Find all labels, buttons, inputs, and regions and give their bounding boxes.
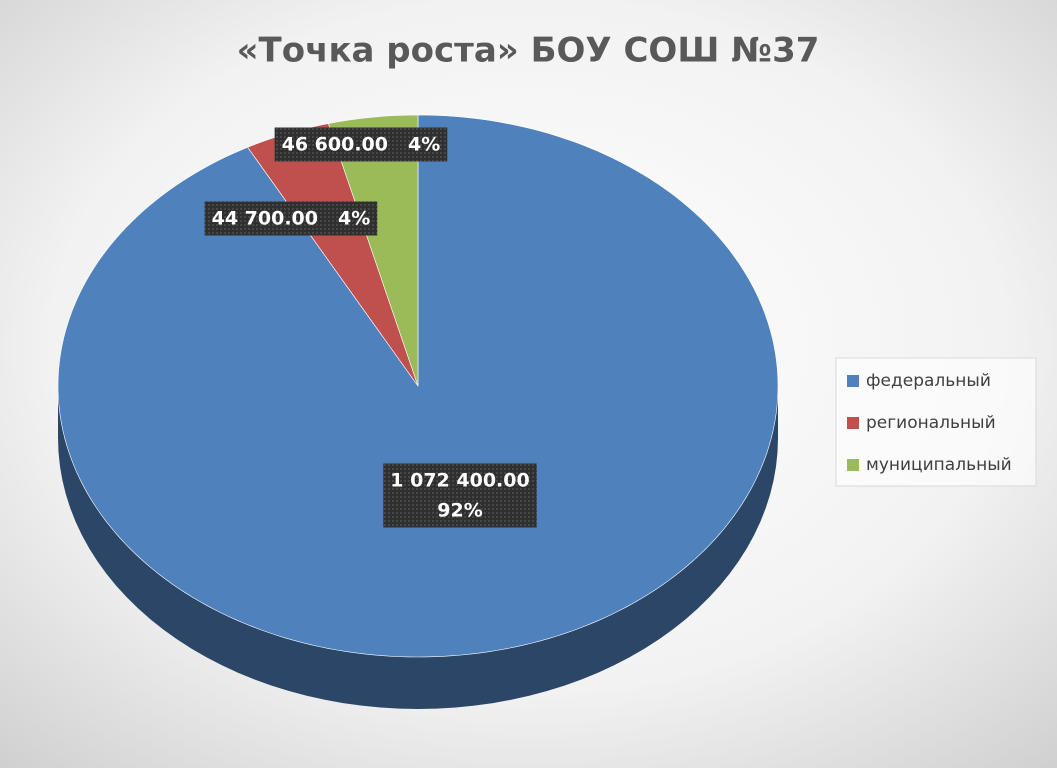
slice-side [58, 386, 778, 709]
legend-box [835, 357, 1037, 487]
legend-label: федеральный [866, 371, 991, 391]
data-label-percent: 4% [408, 134, 440, 156]
data-label-box [274, 127, 448, 162]
legend-label: муниципальный [866, 455, 1012, 475]
legend-swatch [847, 375, 859, 387]
data-label-value: 44 700.00 [212, 208, 318, 230]
data-label-box [204, 201, 378, 236]
chart-title: «Точка роста» БОУ СОШ №37 [237, 31, 820, 71]
data-label-percent: 4% [338, 208, 370, 230]
data-label-value: 1 072 400.00 [390, 470, 529, 492]
data-label-value: 46 600.00 [282, 134, 388, 156]
data-label-box [383, 463, 537, 528]
legend-swatch [847, 459, 859, 471]
legend-swatch [847, 417, 859, 429]
legend-label: региональный [866, 413, 996, 433]
slice [327, 114, 419, 387]
data-label-percent: 92% [437, 500, 482, 522]
